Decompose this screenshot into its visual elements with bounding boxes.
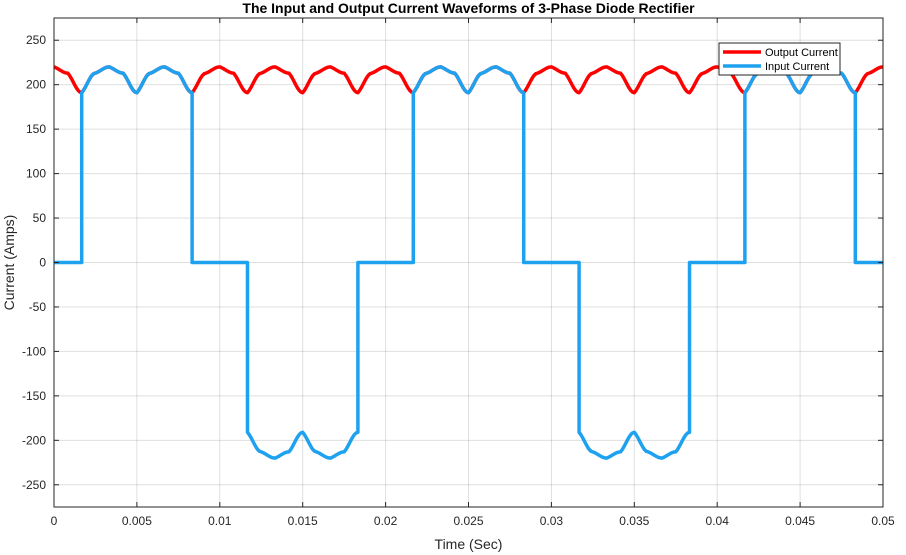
x-tick-label: 0.045 [785,514,815,528]
x-tick-label: 0.03 [540,514,564,528]
x-tick-label: 0 [51,514,58,528]
y-tick-label: 100 [26,167,46,181]
y-tick-label: -150 [22,389,46,403]
y-axis-label: Current (Amps) [1,215,17,311]
x-tick-label: 0.005 [122,514,152,528]
x-tick-label: 0.025 [453,514,483,528]
y-tick-label: 200 [26,78,46,92]
y-tick-label: -50 [29,300,47,314]
x-axis-label: Time (Sec) [435,536,503,552]
x-tick-label: 0.015 [288,514,318,528]
y-tick-label: 50 [33,211,47,225]
y-tick-label: -250 [22,478,46,492]
legend-label: Output Current [765,47,838,59]
y-tick-label: -100 [22,344,46,358]
x-tick-label: 0.04 [706,514,730,528]
y-tick-label: 0 [39,256,46,270]
chart-title: The Input and Output Current Waveforms o… [242,0,695,16]
x-tick-label: 0.035 [619,514,649,528]
legend: Output Current Input Current [718,42,841,76]
x-tick-label: 0.01 [208,514,232,528]
y-tick-label: -200 [22,433,46,447]
y-tick-label: 150 [26,122,46,136]
y-tick-label: 250 [26,33,46,47]
x-tick-label: 0.05 [871,514,895,528]
legend-label: Input Current [765,61,829,73]
x-tick-label: 0.02 [374,514,398,528]
tick-labels: 0 0.005 0.01 0.015 0.02 0.025 0.03 0.035 0.04 0.0… [22,18,895,528]
legend-box [718,42,841,76]
